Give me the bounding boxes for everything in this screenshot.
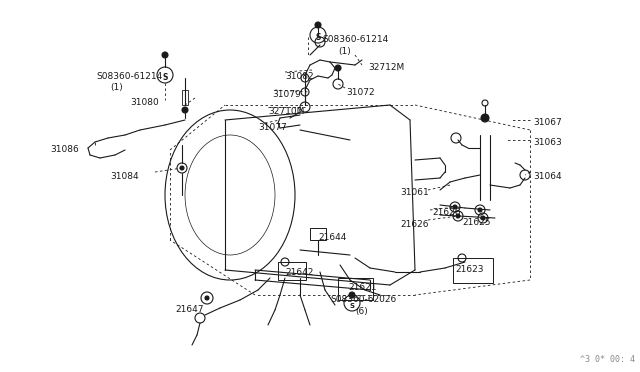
Circle shape	[481, 114, 489, 122]
Bar	[453, 258, 493, 283]
Circle shape	[456, 214, 460, 218]
Text: S: S	[163, 74, 168, 83]
Circle shape	[315, 22, 321, 28]
Circle shape	[453, 205, 457, 209]
Text: 21647: 21647	[175, 305, 204, 314]
Text: 32710M: 32710M	[268, 107, 305, 116]
Text: S: S	[349, 303, 355, 309]
Text: 31063: 31063	[533, 138, 562, 147]
Text: 31082: 31082	[285, 72, 314, 81]
Text: 21644: 21644	[318, 233, 346, 242]
Text: 31077: 31077	[258, 123, 287, 132]
Bar	[182, 90, 188, 105]
Text: (1): (1)	[338, 47, 351, 56]
Text: 21625: 21625	[462, 218, 490, 227]
Text: 21642: 21642	[285, 268, 314, 277]
Circle shape	[481, 216, 485, 220]
Text: (6): (6)	[355, 307, 368, 316]
Circle shape	[162, 52, 168, 58]
Circle shape	[335, 65, 341, 71]
Text: S: S	[316, 33, 321, 42]
Text: 32712M: 32712M	[368, 63, 404, 72]
Text: ^3 0* 00: 4: ^3 0* 00: 4	[580, 355, 635, 364]
Text: 21626: 21626	[400, 220, 429, 229]
Bar	[310, 228, 326, 240]
Bar	[278, 262, 306, 280]
Text: S08360-61214: S08360-61214	[322, 35, 388, 44]
Text: 31072: 31072	[346, 88, 374, 97]
Text: 31080: 31080	[130, 98, 159, 107]
Text: (1): (1)	[110, 83, 123, 92]
Text: 31067: 31067	[533, 118, 562, 127]
Text: 21626: 21626	[432, 208, 461, 217]
Circle shape	[478, 208, 482, 212]
Text: 31079: 31079	[272, 90, 301, 99]
Text: 31064: 31064	[533, 172, 562, 181]
Text: 31084: 31084	[110, 172, 139, 181]
Circle shape	[349, 292, 355, 298]
Text: 21623: 21623	[455, 265, 483, 274]
Circle shape	[182, 107, 188, 113]
Text: 21621: 21621	[348, 283, 376, 292]
Circle shape	[205, 296, 209, 300]
Bar	[338, 278, 373, 300]
Text: 31086: 31086	[50, 145, 79, 154]
Text: S08360-62026: S08360-62026	[330, 295, 396, 304]
Text: 31061: 31061	[400, 188, 429, 197]
Circle shape	[180, 166, 184, 170]
Text: S08360-61214: S08360-61214	[96, 72, 163, 81]
